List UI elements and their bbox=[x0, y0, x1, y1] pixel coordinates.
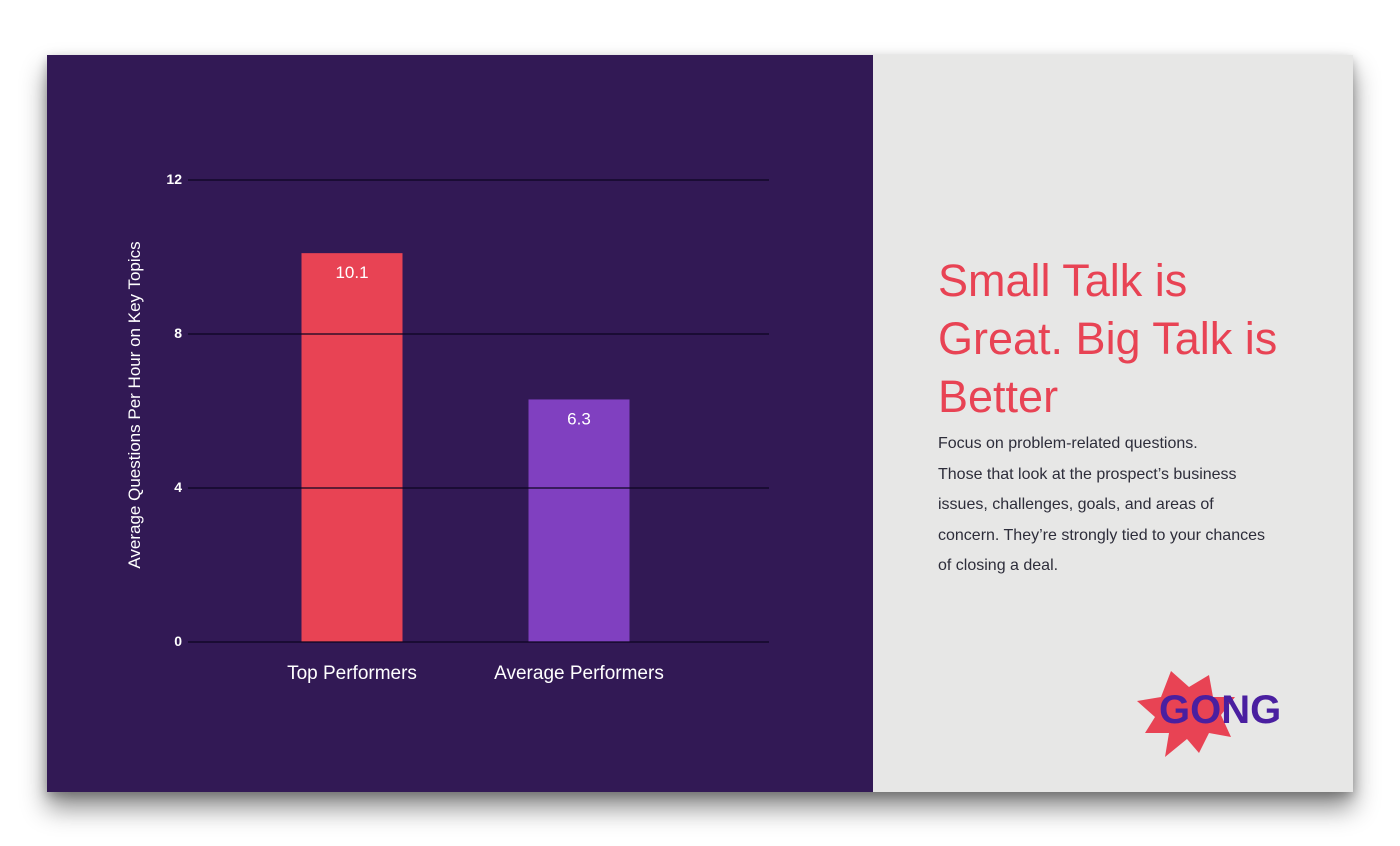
body-line: of closing a deal. bbox=[938, 557, 1059, 574]
slide: 0 4 8 12 10.1 6.3 Top Performers Average Perfor… bbox=[47, 55, 1353, 792]
chart-panel: 0 4 8 12 10.1 6.3 Top Performers Average Perfor… bbox=[47, 55, 873, 792]
y-axis-title: Average Questions Per Hour on Key Topics bbox=[125, 241, 144, 568]
logo-text-left: GO bbox=[1159, 688, 1221, 732]
bar bbox=[528, 399, 630, 642]
data-label: 6.3 bbox=[567, 409, 591, 428]
x-category-label: Top Performers bbox=[287, 663, 417, 684]
body-line: concern. They’re strongly tied to your c… bbox=[938, 526, 1265, 544]
body-line: Focus on problem-related questions. bbox=[938, 435, 1198, 452]
starburst-icon bbox=[1137, 671, 1235, 757]
text-panel: Small Talk is Great. Big Talk is Better … bbox=[873, 55, 1353, 792]
body-line: Those that look at the prospect’s busine… bbox=[938, 465, 1237, 483]
body-text: Focus on problem-related questions. Thos… bbox=[938, 429, 1318, 582]
y-tick-label: 4 bbox=[174, 479, 182, 495]
y-tick-label: 12 bbox=[166, 171, 182, 187]
logo-text-right: NG bbox=[1221, 688, 1281, 732]
y-tick-label: 8 bbox=[174, 325, 182, 341]
body-line: issues, challenges, goals, and areas of bbox=[938, 496, 1214, 513]
logo-text: GONG bbox=[1159, 688, 1281, 732]
x-category-label: Average Performers bbox=[494, 663, 664, 684]
headline: Small Talk is Great. Big Talk is Better bbox=[938, 255, 1278, 422]
gong-logo: GONG bbox=[1137, 671, 1281, 757]
y-tick-label: 0 bbox=[174, 633, 182, 649]
data-label: 10.1 bbox=[335, 263, 368, 282]
bar-chart: 0 4 8 12 10.1 6.3 Top Performers Average Perfor… bbox=[125, 171, 769, 684]
bar bbox=[301, 253, 403, 642]
